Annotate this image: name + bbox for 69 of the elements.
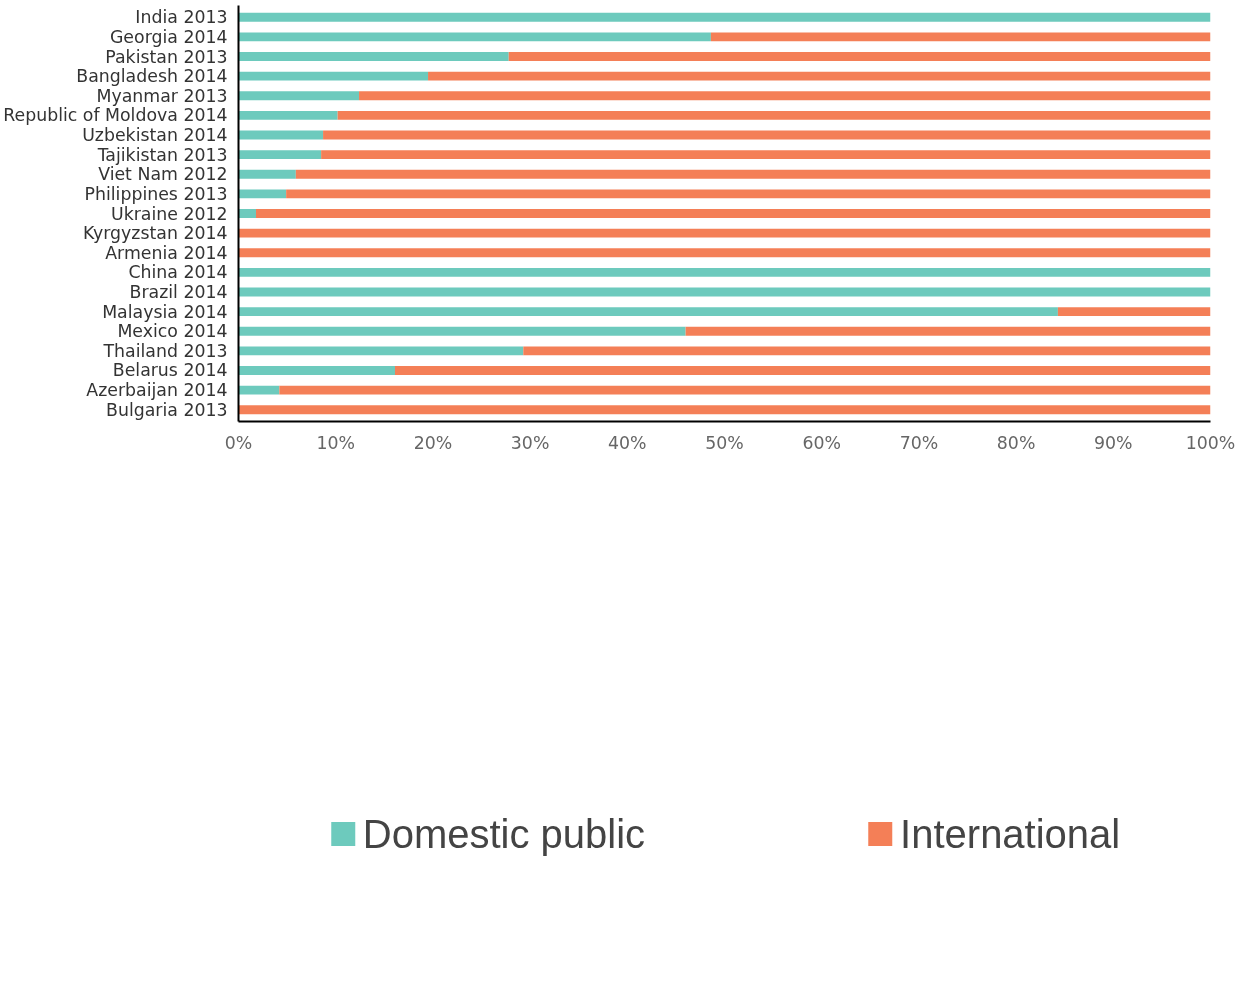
y-tick-label: Belarus 2014	[112, 360, 228, 381]
x-tick-label: 40%	[608, 432, 647, 453]
bar	[359, 91, 1211, 101]
bar	[238, 366, 395, 375]
bar	[238, 32, 711, 42]
bar	[238, 150, 322, 160]
x-tick-label: 80%	[996, 432, 1036, 453]
bar	[428, 71, 1211, 81]
bar	[238, 287, 1211, 297]
bar	[323, 130, 1211, 140]
legend-label: Domestic public	[362, 811, 646, 857]
y-tick-label: Philippines 2013	[84, 183, 228, 204]
y-tick-label: Kyrgyzstan 2014	[82, 223, 228, 244]
y-tick-label: Pakistan 2013	[105, 46, 228, 67]
bar	[238, 248, 1211, 258]
y-tick-label: Thailand 2013	[102, 340, 228, 361]
bar	[238, 52, 509, 61]
bar	[286, 189, 1211, 199]
x-tick-label: 70%	[899, 432, 939, 453]
bar	[238, 346, 524, 356]
bar	[238, 91, 360, 101]
y-tick-label: India 2013	[135, 7, 228, 28]
bar	[295, 169, 1211, 179]
bar	[523, 346, 1211, 356]
bar	[710, 32, 1211, 42]
y-tick-label: Myanmar 2013	[96, 85, 228, 106]
bar	[238, 326, 686, 336]
bar	[256, 209, 1211, 218]
bar	[685, 326, 1211, 336]
y-tick-label: Republic of Moldova 2014	[3, 105, 228, 126]
legend-label: International	[900, 811, 1121, 857]
y-tick-label: Mexico 2014	[117, 321, 228, 342]
bar	[394, 366, 1211, 375]
bar	[508, 52, 1211, 61]
bar	[337, 110, 1211, 120]
bar	[321, 150, 1211, 160]
y-tick-label: Bulgaria 2013	[106, 399, 228, 420]
x-tick-label: 90%	[1094, 432, 1133, 453]
bar	[238, 405, 1211, 415]
bar	[238, 267, 1211, 277]
x-tick-label: 0%	[224, 432, 253, 453]
x-tick-label: 100%	[1185, 432, 1236, 453]
y-tick-label: Brazil 2014	[129, 281, 228, 302]
bar	[238, 209, 256, 218]
y-tick-label: Azerbaijan 2014	[86, 380, 228, 401]
bar	[238, 307, 1058, 317]
x-tick-label: 50%	[705, 432, 744, 453]
y-tick-label: Bangladesh 2014	[76, 66, 228, 87]
bar	[238, 385, 280, 395]
bar	[238, 189, 287, 199]
bar	[238, 71, 429, 81]
x-tick-label: 10%	[316, 432, 355, 453]
y-tick-label: Armenia 2014	[105, 242, 228, 263]
bar	[238, 110, 338, 120]
bar	[238, 228, 1211, 238]
x-tick-label: 20%	[413, 432, 453, 453]
y-tick-label: Tajikistan 2013	[96, 144, 228, 165]
bar	[238, 12, 1211, 22]
bar	[1057, 307, 1211, 317]
y-tick-label: Malaysia 2014	[102, 301, 228, 322]
bar	[238, 169, 296, 179]
x-tick-label: 30%	[510, 432, 550, 453]
y-tick-label: Ukraine 2012	[110, 203, 228, 224]
x-tick-label: 60%	[802, 432, 841, 453]
y-tick-label: China 2014	[128, 262, 228, 283]
bar	[279, 385, 1211, 395]
y-tick-label: Uzbekistan 2014	[82, 125, 228, 146]
y-tick-label: Viet Nam 2012	[98, 164, 228, 185]
y-tick-label: Georgia 2014	[109, 26, 228, 47]
